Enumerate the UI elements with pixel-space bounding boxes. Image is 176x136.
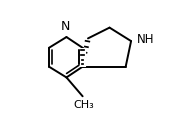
Text: NH: NH — [137, 33, 155, 46]
Text: CH₃: CH₃ — [74, 100, 94, 110]
Text: N: N — [61, 20, 70, 33]
